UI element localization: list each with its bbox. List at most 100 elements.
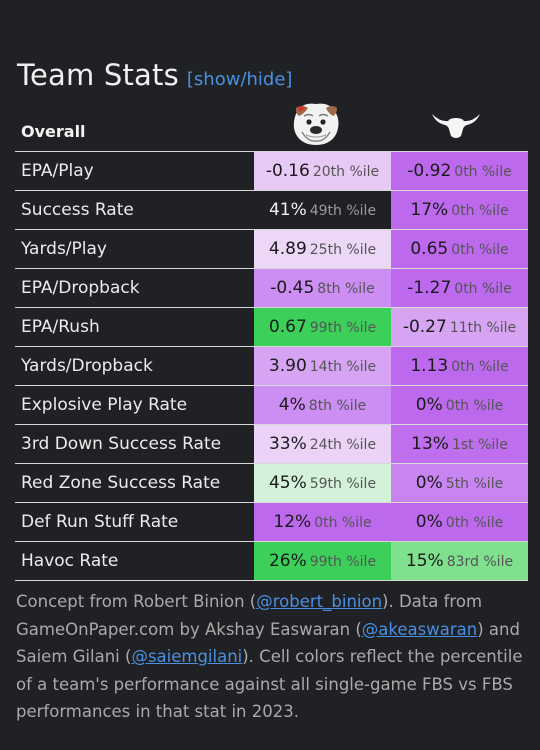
team-a-percentile: 20th %ile (312, 164, 380, 180)
team-b-value: 17% (410, 200, 449, 220)
page-title: Team Stats (17, 58, 179, 92)
team-a-value: 0.67 (268, 317, 307, 337)
team-a-percentile: 8th %ile (317, 281, 375, 297)
team-b-cell: 13% 1st %ile (391, 424, 528, 464)
table-row: Yards/Play 4.89 25th %ile 0.65 0th %ile (15, 229, 528, 269)
team-b-value: 15% (405, 551, 444, 571)
team-b-cell: -0.92 0th %ile (391, 151, 528, 191)
team-b-percentile: 0th %ile (445, 515, 504, 531)
team-b-value: 1.13 (410, 356, 449, 376)
overall-header-label: Overall (21, 122, 86, 141)
team-b-cell: 0% 0th %ile (391, 385, 528, 425)
team-b-value: -1.27 (407, 278, 452, 298)
team-a-percentile: 0th %ile (314, 515, 372, 531)
team-b-percentile: 0th %ile (445, 398, 504, 414)
team-a-cell: 45% 59th %ile (254, 463, 391, 503)
team-a-value: -0.45 (270, 278, 315, 298)
stat-name: 3rd Down Success Rate (15, 424, 254, 464)
team-a-cell: 26% 99th %ile (254, 541, 391, 581)
title-row: Team Stats [show/hide] (17, 58, 292, 92)
team-a-percentile: 59th %ile (309, 476, 377, 492)
team-b-cell: 0.65 0th %ile (391, 229, 528, 269)
bulldog-logo-icon (293, 103, 339, 145)
team-a-percentile: 99th %ile (309, 554, 377, 570)
team-b-value: 13% (411, 434, 449, 454)
akeaswaran-link[interactable]: @akeaswaran (361, 619, 478, 639)
team-b-value: 0.65 (410, 239, 449, 259)
team-b-value: 0% (415, 473, 443, 493)
stat-name: EPA/Play (15, 151, 254, 191)
team-a-value: 3.90 (268, 356, 307, 376)
team-a-percentile: 24th %ile (309, 437, 377, 453)
team-b-cell: -0.27 11th %ile (391, 307, 528, 347)
team-b-value: 0% (415, 395, 443, 415)
table-row: Red Zone Success Rate 45% 59th %ile 0% 5th %… (15, 463, 528, 503)
team-a-value: 41% (268, 200, 307, 220)
stat-name: Red Zone Success Rate (15, 463, 254, 503)
team-b-cell: 15% 83rd %ile (391, 541, 528, 581)
table-row: Yards/Dropback 3.90 14th %ile 1.13 0th %ile (15, 346, 528, 386)
team-a-percentile: 8th %ile (308, 398, 367, 414)
stat-name: EPA/Dropback (15, 268, 254, 308)
saiemgilani-link[interactable]: @saiemgilani (131, 647, 243, 666)
stat-name: Explosive Play Rate (15, 385, 254, 425)
table-row: Def Run Stuff Rate 12% 0th %ile 0% 0th %ile (15, 502, 528, 542)
team-a-cell: 4.89 25th %ile (254, 229, 391, 269)
stat-name: Yards/Dropback (15, 346, 254, 386)
team-a-value: 26% (268, 551, 307, 571)
team-a-cell: 0.67 99th %ile (254, 307, 391, 347)
team-b-cell: -1.27 0th %ile (391, 268, 528, 308)
team-b-percentile: 0th %ile (451, 203, 509, 219)
stat-name: Def Run Stuff Rate (15, 502, 254, 542)
team-b-value: -0.27 (402, 317, 447, 337)
table-row: Explosive Play Rate 4% 8th %ile 0% 0th %ile (15, 385, 528, 425)
team-a-cell: -0.16 20th %ile (254, 151, 391, 191)
show-hide-toggle[interactable]: [show/hide] (186, 69, 293, 90)
footer-text-2: ). Data from GameOnPaper.com by Akshay E… (16, 592, 483, 639)
table-row: Success Rate 41% 49th %ile 17% 0th %ile (15, 190, 528, 230)
team-a-value: 33% (268, 434, 307, 454)
team-a-percentile: 49th %ile (309, 203, 377, 219)
team-a-percentile: 25th %ile (309, 242, 377, 258)
team-stats-table: EPA/Play -0.16 20th %ile -0.92 0th %ile Succe… (15, 151, 528, 581)
table-row: EPA/Dropback -0.45 8th %ile -1.27 0th %ile (15, 268, 528, 308)
team-a-cell: 4% 8th %ile (254, 385, 391, 425)
team-a-value: -0.16 (265, 161, 310, 181)
footer-text-3: ) and Saiem Gilani ( (16, 619, 520, 667)
team-b-percentile: 83rd %ile (446, 554, 514, 570)
team-b-cell: 0% 0th %ile (391, 502, 528, 542)
team-b-percentile: 0th %ile (451, 242, 509, 258)
team-b-percentile: 5th %ile (445, 476, 504, 492)
team-a-cell: 33% 24th %ile (254, 424, 391, 464)
footer-note: Concept from Robert Binion (@robert_bini… (16, 588, 526, 726)
table-header: Overall (15, 98, 525, 152)
footer-text-4: ). Cell colors reflect the percentile of… (16, 647, 523, 721)
team-a-cell: 3.90 14th %ile (254, 346, 391, 386)
team-b-percentile: 0th %ile (454, 281, 512, 297)
stat-name: Yards/Play (15, 229, 254, 269)
team-b-cell: 17% 0th %ile (391, 190, 528, 230)
team-a-value: 12% (273, 512, 312, 532)
team-a-cell: 12% 0th %ile (254, 502, 391, 542)
team-a-cell: -0.45 8th %ile (254, 268, 391, 308)
table-row: Havoc Rate 26% 99th %ile 15% 83rd %ile (15, 541, 528, 581)
team-a-value: 4.89 (268, 239, 307, 259)
table-row: EPA/Play -0.16 20th %ile -0.92 0th %ile (15, 151, 528, 191)
team-b-percentile: 0th %ile (454, 164, 512, 180)
team-b-value: -0.92 (407, 161, 452, 181)
team-b-value: 0% (415, 512, 443, 532)
stat-name: EPA/Rush (15, 307, 254, 347)
team-a-value: 4% (278, 395, 306, 415)
team-a-cell: 41% 49th %ile (254, 190, 391, 230)
team-a-percentile: 99th %ile (309, 320, 377, 336)
team-b-percentile: 11th %ile (449, 320, 517, 336)
team-b-percentile: 1st %ile (451, 437, 508, 453)
stat-name: Havoc Rate (15, 541, 254, 581)
team-b-cell: 1.13 0th %ile (391, 346, 528, 386)
team-b-cell: 0% 5th %ile (391, 463, 528, 503)
table-row: 3rd Down Success Rate 33% 24th %ile 13% 1st … (15, 424, 528, 464)
stat-name: Success Rate (15, 190, 254, 230)
team-a-percentile: 14th %ile (309, 359, 377, 375)
robert-binion-link[interactable]: @robert_binion (256, 592, 383, 611)
team-a-value: 45% (268, 473, 307, 493)
